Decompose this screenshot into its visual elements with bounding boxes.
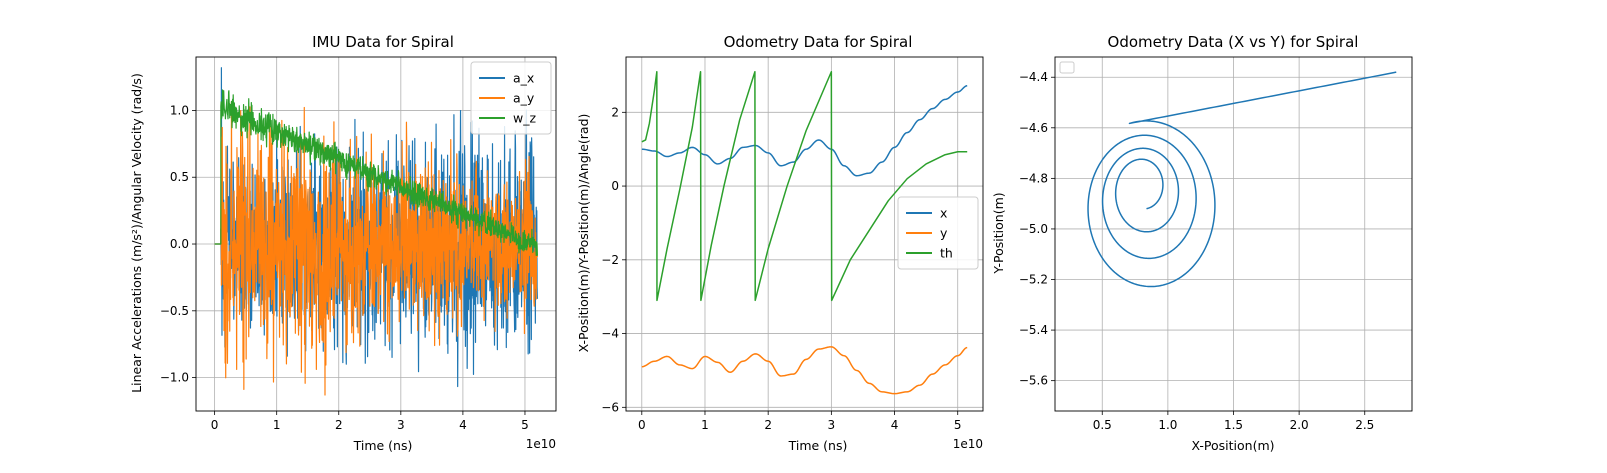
y-tick-label: −4.4 [1019, 70, 1048, 84]
legend-label: x [940, 206, 947, 221]
x-tick-label: 0.5 [1093, 418, 1112, 432]
y-tick-label: −5.4 [1019, 323, 1048, 337]
x-tick-label: 1 [273, 418, 281, 432]
plot-area: 0 1 2 3 4 5 −6 −4 −2 0 2 xy th [601, 56, 984, 432]
series-line-w_z [214, 89, 538, 257]
chart-title: Odometry Data for Spiral [724, 33, 913, 51]
x-offset-label: 1e10 [953, 437, 983, 451]
x-tick-label: 0 [638, 418, 646, 432]
chart-title: Odometry Data (X vs Y) for Spiral [1108, 33, 1359, 51]
legend-box [897, 196, 979, 270]
y-tick-label: −5.0 [1019, 222, 1048, 236]
odometry-chart: Odometry Data for Spiral Time (ns) X-Pos… [576, 33, 984, 453]
legend-label: a_x [513, 71, 534, 86]
y-axis-label: Linear Accelerations (m/s²)/Angular Velo… [129, 73, 144, 393]
y-tick-label: 0.5 [170, 170, 189, 184]
x-tick-label: 1.0 [1158, 418, 1177, 432]
x-offset-label: 1e10 [526, 437, 556, 451]
y-tick-label: −2 [601, 253, 619, 267]
x-tick-label: 4 [459, 418, 467, 432]
y-tick-label: −4 [601, 327, 619, 341]
xy-chart: Odometry Data (X vs Y) for Spiral X-Posi… [991, 33, 1413, 453]
x-tick-label: 5 [954, 418, 962, 432]
x-axis-label: Time (ns) [788, 438, 848, 453]
y-tick-label: −6 [601, 400, 619, 414]
x-tick-label: 1 [701, 418, 709, 432]
series-line-x [641, 85, 968, 177]
legend-label: th [940, 246, 953, 261]
series-line-xy [1087, 71, 1397, 288]
legend-box [1059, 61, 1075, 74]
y-tick-label: 0 [611, 179, 619, 193]
y-axis-label: Y-Position(m) [991, 192, 1006, 274]
axes-frame [1054, 56, 1413, 412]
legend-label: a_y [513, 91, 535, 106]
series-line-th [641, 71, 968, 302]
x-tick-label: 1.5 [1224, 418, 1243, 432]
y-axis-label: X-Position(m)/Y-Position(m)/Angle(rad) [576, 114, 591, 353]
y-tick-label: 2 [611, 105, 619, 119]
y-tick-label: −5.2 [1019, 273, 1048, 287]
series-group [214, 67, 538, 396]
series-group [641, 71, 968, 395]
x-tick-label: 2 [335, 418, 343, 432]
x-tick-label: 4 [891, 418, 899, 432]
x-tick-label: 2.0 [1290, 418, 1309, 432]
legend-box [470, 61, 552, 135]
imu-chart: IMU Data for Spiral Time (ns) Linear Acc… [129, 33, 557, 453]
y-tick-label: −4.6 [1019, 121, 1048, 135]
series-group [1087, 71, 1397, 288]
y-tick-label: 0.0 [170, 237, 189, 251]
x-tick-label: 2 [764, 418, 772, 432]
x-tick-label: 2.5 [1355, 418, 1374, 432]
plot-area: 0.5 1.0 1.5 2.0 2.5 −5.6 −5.4 −5.2 −5.0 −4.8 −4.6 −… [1019, 56, 1413, 432]
series-line-y [641, 346, 968, 395]
chart-title: IMU Data for Spiral [312, 33, 454, 51]
y-tick-label: −0.5 [160, 304, 189, 318]
legend-label: y [940, 226, 948, 241]
x-tick-label: 0 [211, 418, 219, 432]
y-tick-label: −4.8 [1019, 171, 1048, 185]
x-tick-label: 3 [397, 418, 405, 432]
y-tick-label: 1.0 [170, 103, 189, 117]
axes-frame [625, 56, 984, 412]
x-axis-label: Time (ns) [353, 438, 413, 453]
x-axis-label: X-Position(m) [1191, 438, 1274, 453]
axes-frame [195, 56, 557, 412]
y-tick-label: −5.6 [1019, 374, 1048, 388]
legend-label: w_z [513, 111, 536, 126]
x-tick-label: 5 [521, 418, 529, 432]
y-tick-label: −1.0 [160, 371, 189, 385]
plot-area: 0 1 2 3 4 5 −1.0 −0.5 0.0 0.5 1.0 a_x a_y w_z [160, 56, 557, 432]
x-tick-label: 3 [828, 418, 836, 432]
